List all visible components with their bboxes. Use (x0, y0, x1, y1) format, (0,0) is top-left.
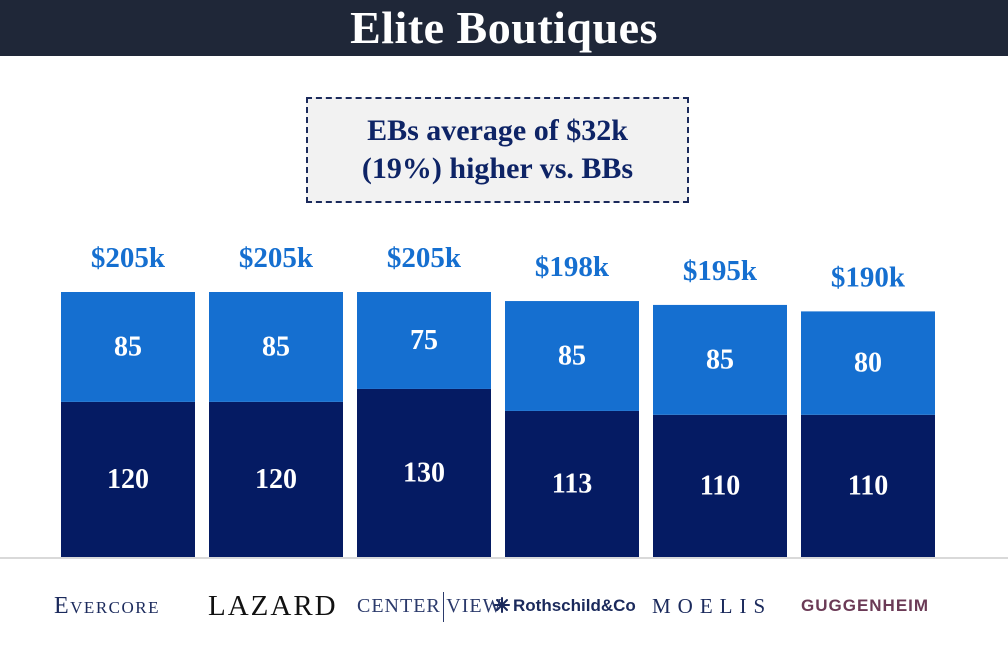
chart-baseline (0, 557, 1008, 559)
rothschild-logo: Rothschild&Co (493, 588, 636, 624)
bar-total-label-2: $205k (387, 242, 462, 274)
page-title: Elite Boutiques (350, 2, 658, 53)
centerview-logo-left: CENTER (357, 595, 441, 617)
bar-lower-0 (61, 401, 195, 557)
bar-upper-label-3: 85 (558, 340, 586, 371)
bar-total-label-1: $205k (239, 242, 314, 274)
bar-lower-3 (505, 410, 639, 557)
callout-box: EBs average of $32k (19%) higher vs. BBs (306, 97, 689, 203)
header-bar: Elite Boutiques (0, 0, 1008, 56)
bar-lower-label-0: 120 (107, 464, 149, 495)
bar-upper-3 (505, 301, 639, 411)
bar-upper-label-4: 85 (706, 344, 734, 375)
bar-lower-2 (357, 388, 491, 557)
bar-upper-4 (653, 304, 787, 415)
centerview-logo-right: VIEW (446, 595, 503, 617)
bank-logos-row: Evercore LAZARD CENTER VIEW Rothschild&Co… (0, 580, 1008, 632)
moelis-logo: MOELIS (652, 594, 773, 618)
bar-lower-label-2: 130 (403, 457, 445, 488)
callout-line-2: (19%) higher vs. BBs (361, 152, 634, 185)
bar-total-label-3: $198k (535, 251, 610, 283)
bar-lower-1 (209, 401, 343, 557)
bar-lower-label-5: 110 (848, 470, 888, 501)
bar-lower-4 (653, 414, 787, 557)
bar-upper-1 (209, 292, 343, 402)
bar-upper-label-2: 75 (410, 325, 438, 356)
centerview-divider (442, 592, 445, 623)
bar-upper-label-5: 80 (854, 348, 882, 379)
bar-upper-0 (61, 292, 195, 402)
bar-lower-label-3: 113 (552, 468, 592, 499)
bar-lower-label-1: 120 (255, 464, 297, 495)
bar-upper-label-0: 85 (114, 331, 142, 362)
bar-upper-2 (357, 292, 491, 389)
rothschild-arrows-icon (494, 597, 510, 613)
bar-lower-5 (801, 414, 935, 557)
bar-total-label-5: $190k (831, 261, 906, 293)
callout-line-1: EBs average of $32k (367, 114, 628, 147)
lazard-logo: LAZARD (208, 590, 338, 622)
bar-total-label-0: $205k (91, 242, 166, 274)
bar-lower-label-4: 110 (700, 470, 740, 501)
bar-upper-5 (801, 311, 935, 415)
rothschild-logo-text: Rothschild&Co (513, 596, 636, 615)
evercore-logo: Evercore (54, 593, 160, 619)
bar-total-label-4: $195k (683, 255, 758, 287)
bar-upper-label-1: 85 (262, 331, 290, 362)
guggenheim-logo: GUGGENHEIM (801, 596, 930, 615)
centerview-logo: CENTER VIEW (357, 588, 502, 624)
